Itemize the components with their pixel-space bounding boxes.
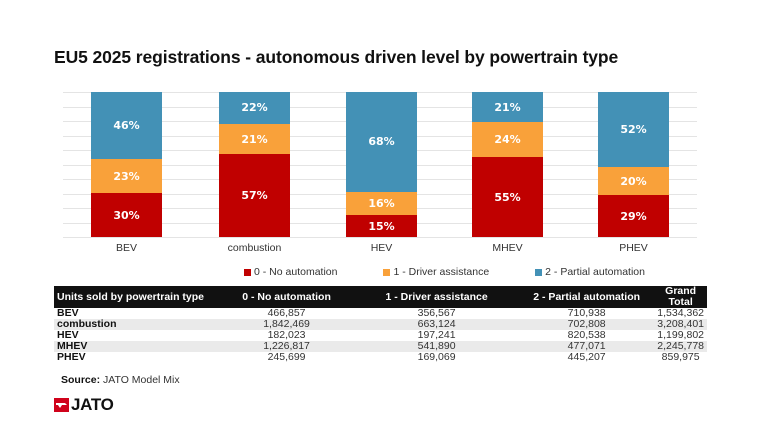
source-label: Source:: [61, 374, 101, 386]
bar-segment: 24%: [472, 122, 543, 158]
data-label: 24%: [494, 133, 521, 147]
data-label: 46%: [113, 119, 140, 133]
jato-logo: JATO: [54, 396, 114, 413]
table-cell: 541,890: [354, 341, 520, 352]
bar-segment: 16%: [346, 191, 417, 216]
data-label: 23%: [113, 169, 140, 183]
jato-logo-text: JATO: [71, 395, 114, 414]
bar-segment: 22%: [219, 92, 290, 124]
x-axis-label: PHEV: [619, 242, 648, 254]
table-header-cell: 1 - Driver assistance: [354, 286, 520, 308]
table-row: BEV 466,857 356,567 710,938 1,534,362: [54, 308, 707, 319]
data-label: 16%: [368, 196, 395, 210]
bar-segment: 55%: [472, 157, 543, 237]
table-header-cell: 2 - Partial automation: [519, 286, 655, 308]
bar-combustion: 57% 21% 22%: [219, 92, 290, 237]
data-label: 21%: [241, 132, 268, 146]
data-label: 21%: [494, 100, 521, 114]
table-cell-label: MHEV: [54, 341, 219, 352]
data-label: 15%: [368, 219, 395, 233]
table-cell: 859,975: [661, 351, 700, 363]
bar-segment: 46%: [91, 92, 162, 160]
table-header-cell: Grand Total: [654, 286, 707, 308]
table-cell: 245,699: [267, 351, 306, 363]
bar-segment: 23%: [91, 159, 162, 194]
bar-segment: 52%: [598, 92, 669, 167]
bar-segment: 21%: [472, 92, 543, 123]
table-row: PHEV 245,699 169,069 445,207 859,975: [54, 352, 707, 363]
table-cell: 356,567: [417, 307, 456, 319]
table-cell: 1,199,802: [657, 329, 704, 341]
table-header-cell: 0 - No automation: [218, 286, 355, 308]
table-cell: 3,208,401: [654, 319, 707, 330]
legend-item: 1 - Driver assistance: [383, 266, 489, 278]
legend-item: 0 - No automation: [244, 266, 337, 278]
table-cell: 710,938: [567, 307, 606, 319]
data-label: 55%: [494, 190, 521, 204]
table-cell: 1,226,817: [218, 341, 355, 352]
table-cell: 182,023: [267, 329, 306, 341]
bar-segment: 57%: [219, 154, 290, 237]
legend-label: 2 - Partial automation: [545, 266, 645, 278]
data-label: 30%: [113, 208, 140, 222]
x-axis-label: combustion: [227, 242, 282, 254]
table-cell: 169,069: [417, 351, 456, 363]
source-note: Source: JATO Model Mix: [61, 374, 180, 386]
table-cell: 820,538: [567, 329, 606, 341]
data-label: 20%: [620, 174, 647, 188]
bar-bev: 30% 23% 46%: [91, 92, 162, 237]
table-header-row: Units sold by powertrain type 0 - No aut…: [54, 286, 707, 308]
legend-swatch-icon: [383, 268, 391, 276]
chart-legend: 0 - No automation 1 - Driver assistance 2 …: [244, 266, 645, 278]
data-label: 68%: [368, 135, 395, 149]
x-axis-label: HEV: [370, 242, 393, 254]
bar-segment: 29%: [598, 195, 669, 237]
x-axis-label: BEV: [115, 242, 137, 254]
bar-phev: 29% 20% 52%: [598, 92, 669, 237]
legend-label: 1 - Driver assistance: [393, 266, 490, 278]
table-cell-label: PHEV: [57, 351, 86, 363]
source-text: JATO Model Mix: [100, 374, 180, 386]
table-cell: 477,071: [519, 341, 655, 352]
table-row: HEV 182,023 197,241 820,538 1,199,802: [54, 330, 707, 341]
table-row: combustion 1,842,469 663,124 702,808 3,2…: [54, 319, 707, 330]
legend-label: 0 - No automation: [254, 266, 338, 278]
gridline: [63, 237, 697, 238]
table-cell: 702,808: [519, 319, 655, 330]
table-cell: 445,207: [567, 351, 606, 363]
bar-segment: 68%: [346, 92, 417, 192]
table-cell: 1,534,362: [657, 307, 704, 319]
bar-segment: 20%: [598, 166, 669, 196]
table-cell: 466,857: [267, 307, 306, 319]
jato-logo-mark-icon: [54, 397, 69, 412]
legend-swatch-icon: [535, 268, 543, 276]
data-label: 22%: [241, 101, 268, 115]
chart-title: EU5 2025 registrations - autonomous driv…: [54, 47, 619, 67]
bar-hev: 15% 16% 68%: [346, 92, 417, 237]
data-label: 29%: [620, 209, 647, 223]
bar-segment: 15%: [346, 215, 417, 237]
x-axis-label: MHEV: [492, 242, 523, 254]
table-cell: 1,842,469: [218, 319, 355, 330]
data-label: 57%: [241, 189, 268, 203]
table-cell: 197,241: [417, 329, 456, 341]
legend-swatch-icon: [244, 268, 251, 276]
bar-segment: 30%: [91, 193, 162, 237]
legend-item: 2 - Partial automation: [535, 266, 645, 278]
table-cell: 2,245,778: [654, 341, 707, 352]
table-cell-label: combustion: [54, 319, 219, 330]
chart-plot-area: 30% 23% 46% 57% 21% 22% 15% 16% 68% 55% 24% 21% 29% 2…: [63, 92, 697, 238]
bar-segment: 21%: [219, 123, 290, 155]
data-label: 52%: [620, 122, 647, 136]
table-row: MHEV 1,226,817 541,890 477,071 2,245,778: [54, 341, 707, 352]
units-sold-table: Units sold by powertrain type 0 - No aut…: [54, 286, 707, 363]
table-header-cell: Units sold by powertrain type: [54, 286, 219, 308]
bar-mhev: 55% 24% 21%: [472, 92, 543, 237]
table-cell-label: HEV: [57, 329, 79, 341]
table-cell-label: BEV: [57, 307, 79, 319]
table-cell: 663,124: [354, 319, 520, 330]
